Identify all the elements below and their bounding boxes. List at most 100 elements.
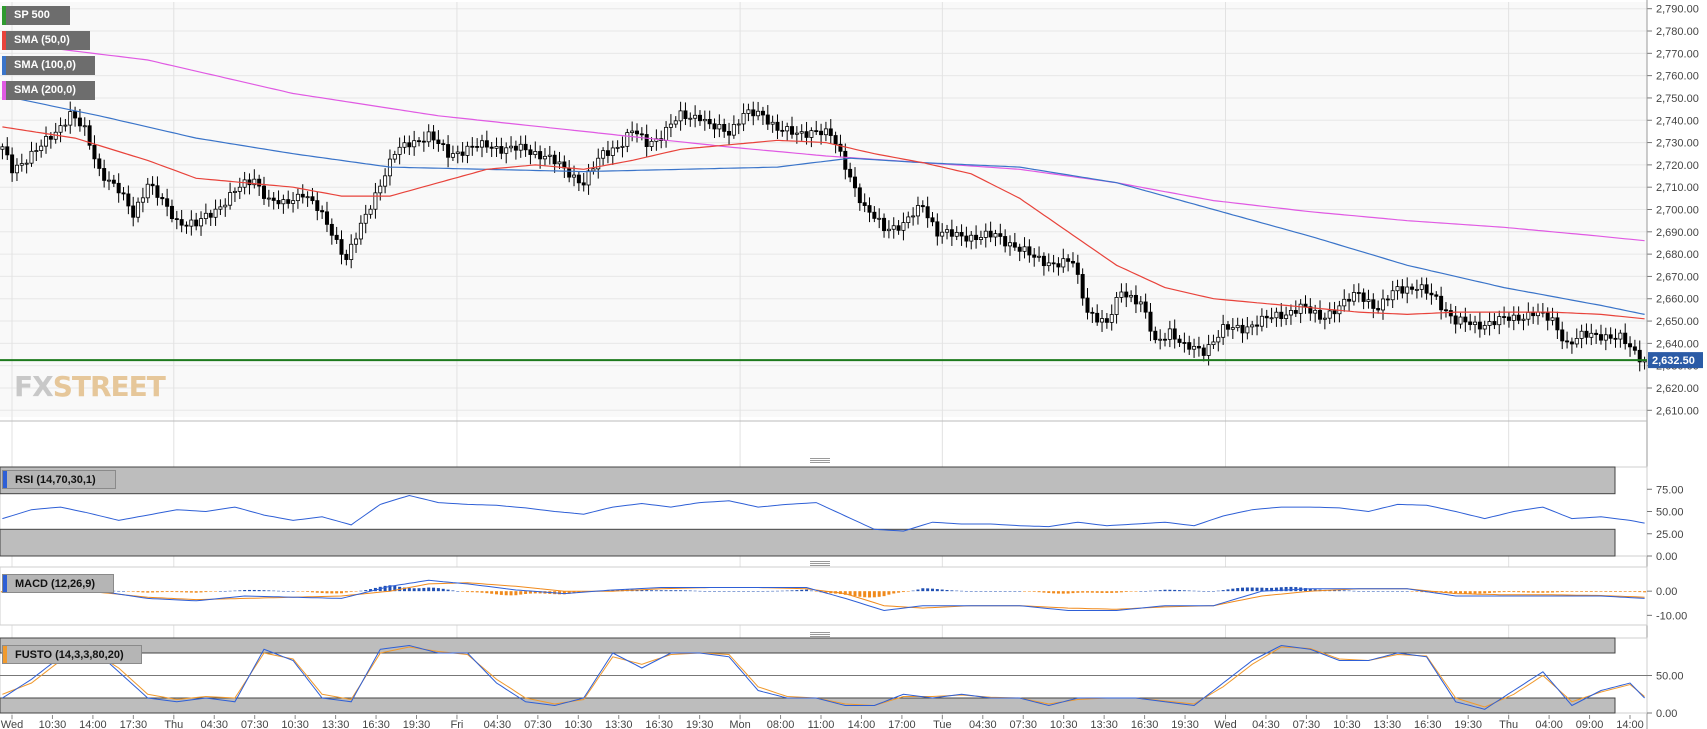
candle-body xyxy=(1506,316,1511,321)
pane-splitter-macd[interactable] xyxy=(810,561,830,566)
candle-body xyxy=(1482,325,1487,330)
macd-bar xyxy=(228,590,232,592)
pane-splitter-fusto[interactable] xyxy=(810,632,830,637)
macd-histogram xyxy=(0,585,1647,598)
candle-body xyxy=(1458,316,1463,325)
sma50-line xyxy=(2,126,1645,320)
candle-body xyxy=(1623,332,1628,345)
macd-bar xyxy=(1003,591,1007,592)
candle-body xyxy=(102,168,107,181)
macd-bar xyxy=(461,591,465,592)
macd-bar xyxy=(1444,591,1448,593)
macd-bar xyxy=(1158,590,1162,592)
macd-bar xyxy=(1211,591,1215,592)
candle-body xyxy=(1056,263,1061,268)
candle-body xyxy=(770,121,775,125)
candle-body xyxy=(479,140,484,148)
macd-bar xyxy=(858,591,862,597)
candle-body xyxy=(528,149,533,155)
macd-bar xyxy=(451,590,455,592)
candle-body xyxy=(639,133,644,136)
macd-bar xyxy=(727,591,731,592)
macd-bar xyxy=(1333,590,1337,592)
candle-body xyxy=(780,129,785,132)
candle-body xyxy=(276,200,281,205)
macd-bar xyxy=(1366,591,1370,592)
macd-bar xyxy=(151,591,155,593)
candle-body xyxy=(1376,308,1381,311)
candle-body xyxy=(1400,286,1405,294)
macd-bar xyxy=(252,589,256,592)
macd-bar xyxy=(218,591,222,592)
pane-splitter-rsi[interactable] xyxy=(810,458,830,463)
macd-bar xyxy=(751,591,755,592)
x-tick-label: Thu xyxy=(1499,719,1518,729)
candle-body xyxy=(465,145,470,156)
macd-bar xyxy=(335,591,339,594)
candle-body xyxy=(1574,338,1579,345)
macd-bar xyxy=(330,591,334,594)
x-tick-label: 16:30 xyxy=(645,719,673,729)
candle-body xyxy=(756,110,761,117)
macd-bar xyxy=(1541,591,1545,593)
macd-bar xyxy=(189,591,193,593)
macd-bar xyxy=(1512,591,1516,593)
macd-bar xyxy=(1100,591,1104,593)
sma100-tag[interactable]: SMA (100,0) xyxy=(2,56,95,75)
macd-bar xyxy=(887,591,891,595)
candle-body xyxy=(354,238,359,245)
macd-bar xyxy=(1454,591,1458,594)
macd-bar xyxy=(1337,590,1341,592)
candle-body xyxy=(731,123,736,136)
sma200-tag[interactable]: SMA (200,0) xyxy=(2,81,95,100)
candle-body xyxy=(0,146,5,150)
sma50-tag[interactable]: SMA (50,0) xyxy=(2,31,90,50)
macd-bar xyxy=(1531,591,1535,593)
macd-bar xyxy=(708,591,712,592)
candle-body xyxy=(635,130,640,135)
candle-body xyxy=(833,135,838,145)
candle-body xyxy=(34,150,39,152)
symbol-tag[interactable]: SP 500 xyxy=(2,6,70,25)
candle-body xyxy=(1148,311,1153,332)
macd-bar xyxy=(349,591,353,592)
macd-bar xyxy=(1488,591,1492,593)
candle-body xyxy=(213,208,218,218)
macd-bar xyxy=(863,591,867,598)
candle-body xyxy=(470,145,475,148)
candle-body xyxy=(1109,314,1114,323)
candle-body xyxy=(882,217,887,232)
candle-body xyxy=(1061,258,1066,268)
macd-tick-label: 0.00 xyxy=(1656,586,1677,598)
candle-body xyxy=(1351,292,1356,302)
candle-body xyxy=(97,158,102,169)
macd-bar xyxy=(277,590,281,592)
macd-bar xyxy=(1599,591,1603,592)
candle-body xyxy=(591,168,596,172)
macd-bar xyxy=(175,591,179,593)
candle-body xyxy=(1070,260,1075,264)
macd-bar xyxy=(1163,589,1167,592)
macd-bar xyxy=(713,591,717,592)
candle-body xyxy=(823,128,828,136)
candle-body xyxy=(87,125,92,146)
candle-body xyxy=(1269,317,1274,320)
macd-bar xyxy=(262,590,266,592)
macd-bar xyxy=(247,589,251,592)
rsi-tag[interactable]: RSI (14,70,30,1) xyxy=(2,470,116,489)
candle-body xyxy=(1608,334,1613,339)
x-tick-label: 16:30 xyxy=(1414,719,1442,729)
macd-bar xyxy=(402,587,406,592)
candle-body xyxy=(436,139,441,144)
macd-tag[interactable]: MACD (12,26,9) xyxy=(2,574,114,593)
macd-bar xyxy=(117,590,121,592)
macd-bar xyxy=(732,591,736,592)
candle-body xyxy=(664,126,669,141)
last-price-box xyxy=(1648,352,1703,369)
candle-body xyxy=(165,198,170,207)
fusto-tag[interactable]: FUSTO (14,3,3,80,20) xyxy=(2,645,142,664)
candle-body xyxy=(1492,321,1497,326)
macd-bar xyxy=(1618,591,1622,592)
candle-body xyxy=(1075,262,1080,275)
